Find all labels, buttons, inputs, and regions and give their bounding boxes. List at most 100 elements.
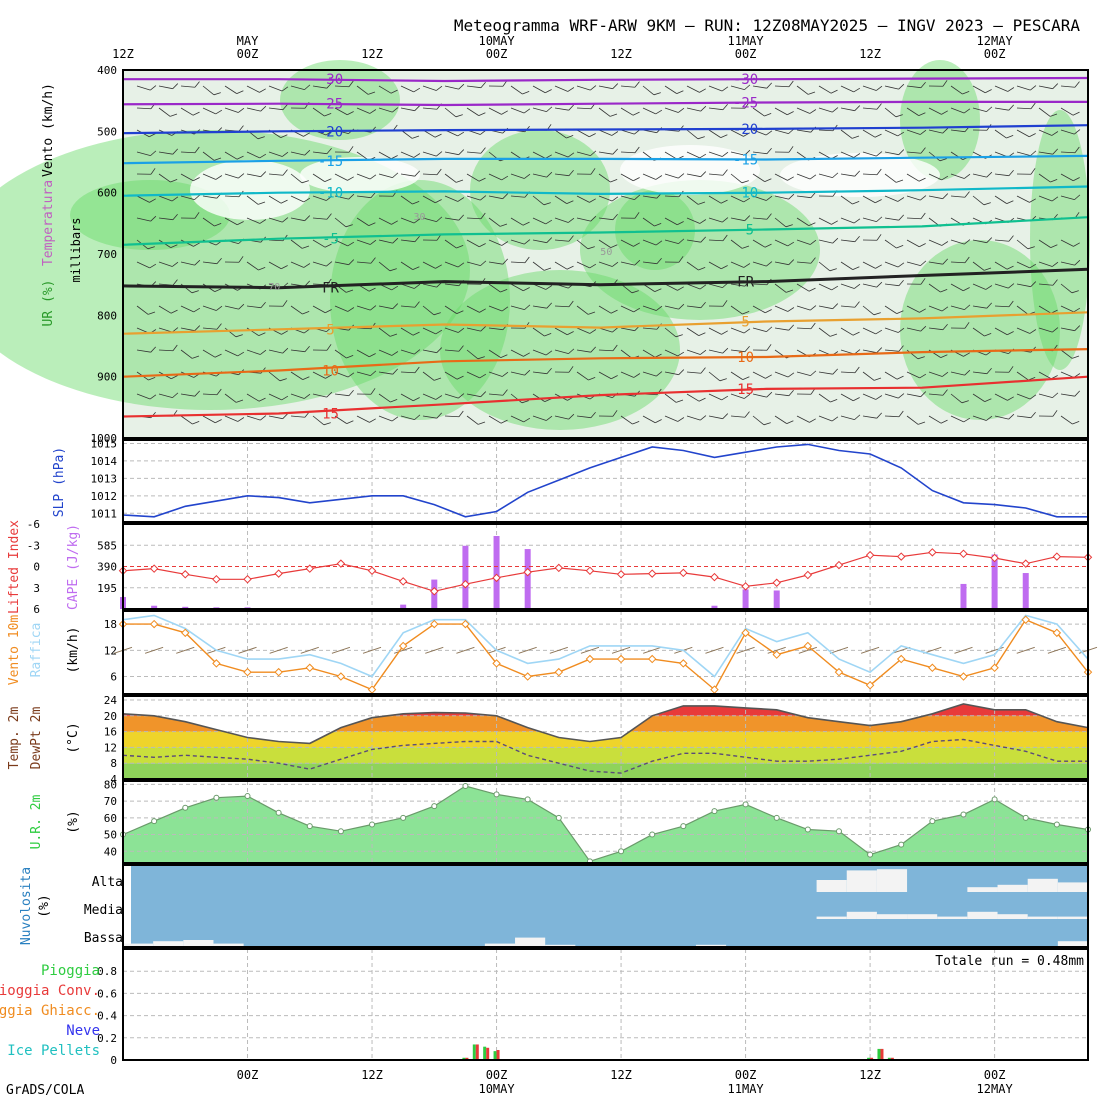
wind-barb-flag (150, 168, 156, 175)
wind-barb (246, 195, 266, 205)
wind-barb (202, 173, 223, 180)
wind-barb-flag (876, 103, 882, 110)
isotherm-label: 5 (741, 314, 749, 330)
wind-barb-shaft (158, 151, 173, 155)
isotherm-label: -10 (733, 186, 758, 202)
wind-barb-flag (170, 309, 178, 314)
wind-barb (334, 146, 354, 153)
wind-barb-shaft (378, 151, 392, 160)
wind-barb (928, 415, 948, 424)
wind-barb-flag (326, 391, 333, 398)
temp-tick-label: 24 (104, 694, 118, 707)
wind-barb-shaft (752, 85, 767, 89)
wind-barb (796, 107, 817, 114)
wind-barb-shaft (554, 261, 568, 270)
wind-barb-shaft (906, 151, 921, 154)
wind-barb-flag (456, 245, 464, 249)
wind-barb-shaft (1060, 393, 1075, 397)
wind-barb-flag (920, 391, 927, 397)
wind-barb-flag (1050, 113, 1058, 117)
wind-point (896, 654, 906, 664)
wind-barb (290, 215, 311, 222)
wind-barb-flag (1073, 242, 1080, 247)
wind-barb-shaft (598, 327, 613, 333)
wind-barb (928, 258, 949, 265)
wind-barb (796, 370, 817, 377)
wind-barb-flag (436, 347, 443, 353)
rh-point (275, 809, 282, 816)
wind-barb (554, 195, 574, 204)
wind-barb (708, 371, 727, 382)
wind-barb-flag (193, 242, 200, 247)
wind-barb-flag (523, 417, 531, 423)
wind-barb-shaft (752, 327, 767, 333)
wind-barb-shaft (444, 195, 459, 202)
wind-arrow (549, 646, 568, 654)
wind-barb (664, 238, 685, 245)
wind-barb-flag (677, 107, 685, 113)
wind-barb-flag (808, 222, 816, 226)
wind-barb-flag (656, 257, 662, 264)
wind-barb-flag (214, 223, 222, 227)
wind-barb (818, 172, 839, 179)
li-point (616, 570, 626, 579)
wind-barb-shaft (730, 415, 745, 418)
wind-barb-shaft (268, 173, 283, 176)
wind-barb (686, 151, 707, 159)
dry-area (190, 160, 310, 220)
wind-barb-shaft (906, 107, 919, 116)
wind-arrow (269, 646, 288, 654)
wind-barb-flag (194, 194, 201, 200)
wind-barb-flag (854, 235, 860, 242)
wind-barb-shaft (488, 371, 503, 377)
wind-barb-shaft (466, 217, 482, 220)
wind-barb-flag (171, 261, 179, 267)
wind-barb-shaft (774, 107, 788, 116)
wind-barb-flag (831, 416, 839, 422)
wind-barb-shaft (554, 349, 569, 355)
wind-barb-shaft (752, 371, 766, 379)
wind-barb-shaft (180, 107, 194, 116)
cloud-media-bar (907, 914, 938, 919)
wind-barb-flag (744, 411, 750, 418)
isotherm-label: -25 (733, 96, 758, 112)
wind-barb (774, 305, 795, 312)
wind-barb-flag (678, 173, 685, 179)
wind-barb-shaft (422, 305, 435, 316)
wind-barb-flag (303, 132, 310, 137)
wind-barb-flag (1074, 194, 1081, 200)
wind-barb-shaft (752, 217, 767, 220)
wind-barb (642, 239, 663, 246)
wind-barb-shaft (268, 349, 283, 354)
wind-barb (730, 393, 751, 399)
wind-barb-shaft (444, 305, 457, 314)
bottom-date-label: 12MAY (977, 1082, 1014, 1096)
wind-barb (1060, 81, 1080, 88)
wind-barb-shaft (488, 107, 502, 115)
wind-barb-flag (1072, 421, 1080, 425)
wind-barb-flag (764, 178, 772, 182)
wind-barb-flag (766, 213, 772, 220)
wind-barb-shaft (950, 261, 966, 264)
wind-barb-flag (326, 261, 333, 267)
wind-barb-shaft (202, 415, 216, 424)
wind-barb (290, 345, 310, 353)
wind-barb (1016, 411, 1036, 419)
wind-barb-shaft (576, 305, 589, 315)
wind-barb (576, 371, 596, 381)
wind-barb (224, 107, 245, 113)
wind-barb (818, 217, 838, 225)
wind-barb-shaft (862, 261, 876, 269)
wind-barb-flag (743, 328, 751, 334)
wind-barb-shaft (686, 283, 701, 290)
wind-barb (466, 239, 486, 248)
wind-barb-shaft (730, 349, 745, 353)
wind-barb (664, 303, 685, 310)
wind-barb-flag (545, 154, 552, 159)
wind-barb-flag (1072, 355, 1080, 359)
wind-barb-flag (1074, 81, 1080, 88)
wind-barb (994, 327, 1014, 336)
wind-barb-shaft (1038, 151, 1053, 155)
wind-barb (642, 217, 662, 227)
wind-barb-flag (986, 302, 993, 309)
